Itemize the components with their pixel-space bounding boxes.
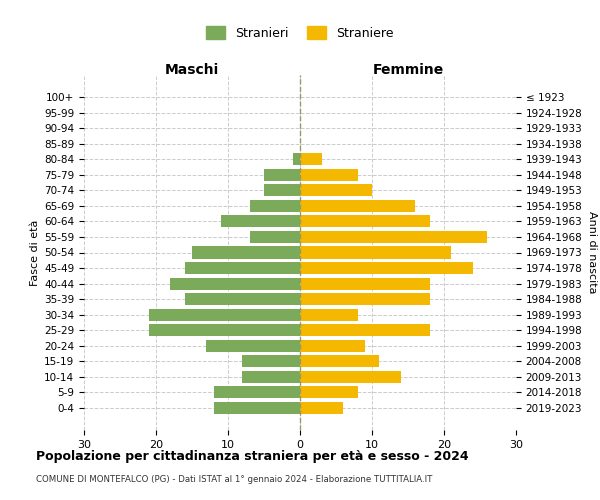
Bar [300, 278, 430, 289]
Y-axis label: Anni di nascita: Anni di nascita [587, 211, 596, 294]
Text: Femmine: Femmine [373, 63, 443, 77]
Text: COMUNE DI MONTEFALCO (PG) - Dati ISTAT al 1° gennaio 2024 - Elaborazione TUTTITA: COMUNE DI MONTEFALCO (PG) - Dati ISTAT a… [36, 475, 433, 484]
Bar [206, 340, 300, 351]
Y-axis label: Fasce di età: Fasce di età [30, 220, 40, 286]
Bar [264, 169, 300, 181]
Bar [300, 231, 487, 243]
Bar [170, 278, 300, 289]
Bar [214, 402, 300, 414]
Bar [300, 402, 343, 414]
Bar [300, 154, 322, 166]
Text: Popolazione per cittadinanza straniera per età e sesso - 2024: Popolazione per cittadinanza straniera p… [36, 450, 469, 463]
Bar [300, 370, 401, 383]
Bar [149, 324, 300, 336]
Bar [300, 184, 372, 196]
Bar [300, 308, 358, 320]
Bar [221, 216, 300, 228]
Bar [250, 200, 300, 212]
Bar [293, 154, 300, 166]
Bar [214, 386, 300, 398]
Bar [149, 308, 300, 320]
Bar [185, 293, 300, 305]
Bar [300, 324, 430, 336]
Bar [300, 246, 451, 258]
Text: Maschi: Maschi [165, 63, 219, 77]
Bar [300, 262, 473, 274]
Bar [185, 262, 300, 274]
Bar [242, 370, 300, 383]
Bar [300, 169, 358, 181]
Bar [264, 184, 300, 196]
Bar [300, 200, 415, 212]
Bar [300, 293, 430, 305]
Bar [300, 216, 430, 228]
Bar [300, 355, 379, 368]
Legend: Stranieri, Straniere: Stranieri, Straniere [202, 21, 398, 44]
Bar [242, 355, 300, 368]
Bar [192, 246, 300, 258]
Bar [300, 386, 358, 398]
Bar [250, 231, 300, 243]
Bar [300, 340, 365, 351]
